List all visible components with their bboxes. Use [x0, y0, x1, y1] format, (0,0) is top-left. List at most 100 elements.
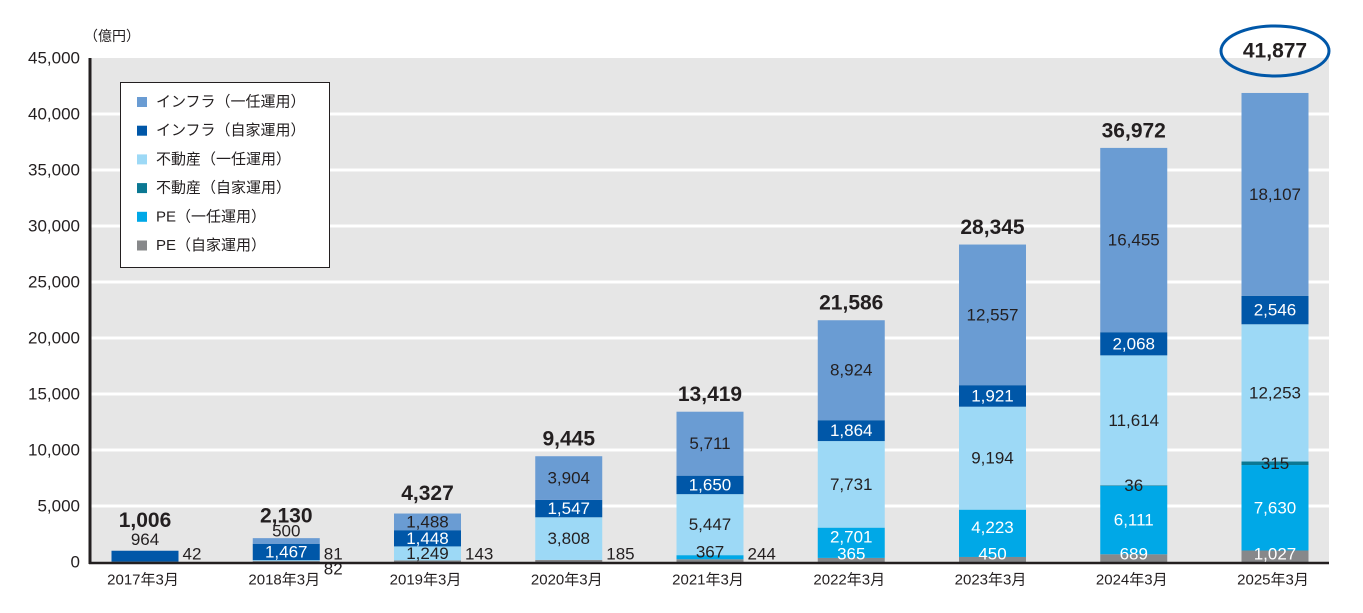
total-label: 2,130 [260, 505, 313, 528]
bar-segment-infra-discretionary [252, 538, 320, 544]
value-label-infra-discretionary: 8,924 [830, 361, 873, 380]
bar-segment-infra-discretionary [394, 513, 461, 531]
legend-item-pe-discretionary: PE（一任運用） [137, 208, 266, 225]
legend-swatch [137, 240, 147, 251]
value-label-realestate-discretionary: 7,731 [830, 475, 873, 494]
legend-swatch [137, 125, 147, 136]
value-label-pe-discretionary: 2,701 [830, 527, 873, 546]
legend-label: 不動産（自家運用） [156, 180, 291, 197]
bar-segment-infra-proprietary [252, 543, 320, 561]
bar-segment-infra-proprietary [535, 499, 603, 518]
value-label-pe-discretionary: 367 [696, 543, 724, 562]
bar-segment-infra-discretionary [676, 411, 744, 476]
value-label-infra-discretionary: 12,557 [967, 305, 1019, 324]
bar-segment-realestate-discretionary [1100, 355, 1168, 486]
axes: （億円） 0 5,000 10,000 15,000 20,000 25,000 30,000… [28, 28, 1329, 589]
bar-segment-infra-proprietary [394, 530, 461, 547]
legend-swatch [137, 97, 147, 107]
bar-segment-realestate-discretionary [535, 517, 603, 560]
bar-segment-pe-proprietary [817, 557, 885, 562]
total-label: 28,345 [960, 216, 1025, 239]
bar-segment-infra-discretionary [535, 456, 603, 500]
y-tick-label: 10,000 [28, 441, 80, 460]
bar-segment-infra-proprietary [959, 385, 1026, 407]
value-label-realestate-discretionary: 3,808 [547, 529, 590, 548]
value-label-pe-discretionary: 7,630 [1254, 498, 1297, 517]
bar-segment-pe-discretionary [1100, 485, 1168, 555]
legend-item-infra-discretionary: インフラ（一任運用） [137, 94, 306, 111]
value-label-pe-proprietary: 143 [465, 545, 493, 564]
bar-segment-infra-proprietary [1100, 332, 1168, 356]
bar-segment-realestate-discretionary [252, 560, 320, 562]
value-label-infra-discretionary: 3,904 [547, 469, 590, 488]
value-label-pe-proprietary: 365 [837, 545, 865, 564]
value-label-infra-discretionary: 18,107 [1249, 185, 1301, 204]
x-tick-label: 2020年3月 [531, 572, 603, 589]
value-label-realestate-proprietary: 315 [1261, 454, 1289, 473]
y-tick-label: 25,000 [28, 273, 80, 292]
value-label-realestate-discretionary: 5,447 [689, 515, 732, 534]
value-label-pe-proprietary: 1,027 [1254, 545, 1297, 564]
bar-segment-realestate-proprietary [1241, 461, 1309, 466]
highlight-ellipse [1219, 24, 1331, 78]
bar-segment-infra-proprietary [817, 420, 885, 442]
total-label: 9,445 [542, 428, 595, 451]
bar-segment-pe-discretionary [817, 527, 885, 558]
x-tick-label: 2023年3月 [955, 572, 1027, 589]
bar-segment-realestate-discretionary [959, 406, 1026, 510]
value-label-pe-discretionary: 6,111 [1114, 511, 1154, 530]
x-tick-label: 2021年3月 [672, 572, 744, 589]
legend: インフラ（一任運用） インフラ（自家運用） 不動産（一任運用） 不動産（自家運用） PE… [120, 82, 330, 268]
legend-label: 不動産（一任運用） [156, 151, 291, 168]
bar-segment-realestate-discretionary [394, 546, 461, 561]
legend-item-realestate-discretionary: 不動産（一任運用） [137, 151, 291, 168]
value-label-realestate-discretionary: 1,249 [406, 544, 449, 563]
bar-segment-pe-proprietary [1100, 554, 1168, 562]
total-label: 21,586 [819, 292, 883, 315]
value-label-infra-discretionary: 500 [272, 522, 300, 541]
value-label-realestate-discretionary: 81 [324, 545, 343, 564]
bar-segment-infra-proprietary [1241, 295, 1309, 325]
value-label-infra-proprietary: 1,547 [547, 499, 590, 518]
value-label-infra-proprietary: 1,864 [830, 421, 873, 440]
legend-swatch [137, 211, 147, 222]
value-label-infra-discretionary: 5,711 [689, 434, 730, 453]
value-label-infra-proprietary: 964 [131, 530, 159, 549]
y-tick-label: 5,000 [37, 497, 80, 516]
bar-segment-infra-proprietary [676, 475, 744, 495]
value-label-realestate-proprietary: 36 [1124, 476, 1143, 495]
total-label: 36,972 [1102, 119, 1166, 142]
y-tick-label: 40,000 [28, 105, 80, 124]
legend-label: PE（一任運用） [156, 208, 266, 225]
bar-segment-infra-discretionary [1241, 92, 1309, 296]
value-label-realestate-discretionary: 11,614 [1108, 411, 1159, 430]
value-label-pe-proprietary: 689 [1120, 545, 1148, 564]
y-tick-label: 30,000 [28, 217, 80, 236]
y-tick-label: 45,000 [28, 49, 80, 68]
value-label-realestate-discretionary: 12,253 [1249, 383, 1301, 402]
value-label-pe-proprietary: 42 [183, 545, 202, 564]
value-label-infra-proprietary: 1,467 [265, 542, 308, 561]
legend-item-pe-proprietary: PE（自家運用） [137, 237, 266, 254]
y-tick-label: 20,000 [28, 329, 80, 348]
x-tick-label: 2025年3月 [1237, 572, 1309, 589]
value-label-infra-proprietary: 2,068 [1112, 334, 1155, 353]
total-label: 41,877 [1243, 39, 1307, 62]
legend-item-infra-proprietary: インフラ（自家運用） [137, 122, 306, 139]
legend-swatch [137, 183, 147, 194]
bar-segment-pe-proprietary [1241, 550, 1309, 562]
bar-segment-pe-proprietary [394, 560, 461, 562]
value-label-infra-proprietary: 1,448 [406, 529, 449, 548]
x-tick-label: 2019年3月 [390, 572, 462, 589]
value-label-realestate-discretionary: 9,194 [971, 449, 1014, 468]
value-label-pe-proprietary: 185 [606, 545, 634, 564]
legend-box [120, 82, 330, 268]
value-label-infra-discretionary: 16,455 [1108, 231, 1160, 250]
legend-item-realestate-proprietary: 不動産（自家運用） [137, 180, 291, 197]
legend-swatch [137, 154, 147, 165]
bars [111, 92, 1309, 563]
bar-segment-realestate-discretionary [676, 494, 744, 556]
legend-label: PE（自家運用） [156, 237, 266, 254]
